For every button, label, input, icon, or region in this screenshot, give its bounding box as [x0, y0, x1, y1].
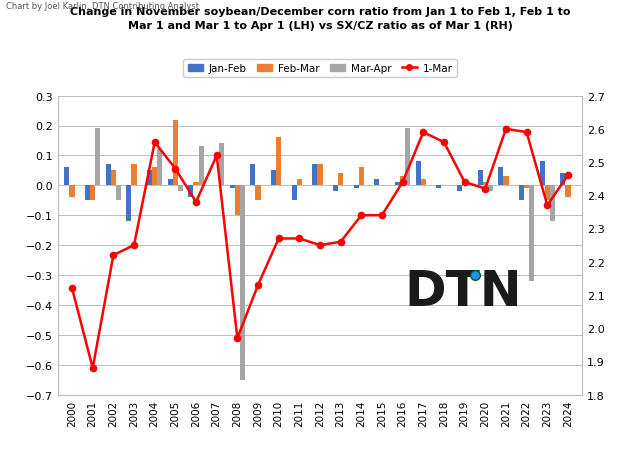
Bar — [188, 186, 193, 198]
Bar — [524, 186, 529, 189]
Bar — [545, 186, 550, 201]
Bar — [178, 186, 183, 192]
1-Mar — [502, 127, 510, 132]
1-Mar — [316, 243, 324, 248]
Bar — [483, 183, 488, 186]
Bar — [111, 171, 116, 186]
Bar — [395, 183, 400, 186]
Bar — [90, 186, 95, 201]
1-Mar — [234, 336, 241, 341]
Bar — [230, 186, 235, 189]
Bar — [157, 150, 163, 186]
1-Mar — [254, 283, 262, 288]
Bar — [250, 165, 255, 186]
1-Mar — [192, 200, 200, 205]
Bar — [550, 186, 555, 222]
Bar — [519, 186, 524, 201]
Text: Chart by Joel Karlin, DTN Contributing Analyst: Chart by Joel Karlin, DTN Contributing A… — [6, 2, 200, 11]
1-Mar — [213, 153, 221, 159]
1-Mar — [378, 213, 386, 218]
Bar — [126, 186, 131, 222]
1-Mar — [543, 203, 551, 208]
Bar — [462, 180, 467, 186]
1-Mar — [419, 130, 427, 135]
Bar — [116, 186, 121, 201]
1-Mar — [337, 240, 344, 245]
1-Mar — [109, 253, 117, 258]
Text: Mar 1 and Mar 1 to Apr 1 (LH) vs SX/CZ ratio as of Mar 1 (RH): Mar 1 and Mar 1 to Apr 1 (LH) vs SX/CZ r… — [127, 21, 513, 31]
Bar — [152, 168, 157, 186]
1-Mar — [130, 243, 138, 248]
Bar — [488, 186, 493, 192]
1-Mar — [151, 140, 159, 146]
Bar — [168, 180, 173, 186]
Bar — [85, 186, 90, 201]
Bar — [477, 171, 483, 186]
1-Mar — [399, 180, 406, 185]
Bar — [198, 147, 204, 186]
1-Mar — [481, 186, 489, 192]
Bar — [131, 165, 136, 186]
Line: 1-Mar: 1-Mar — [69, 126, 571, 371]
Bar — [565, 186, 570, 198]
Bar — [504, 177, 509, 186]
Bar — [220, 144, 225, 186]
1-Mar — [523, 130, 531, 135]
Bar — [405, 129, 410, 186]
Bar — [240, 186, 245, 380]
Text: Change in November soybean/December corn ratio from Jan 1 to Feb 1, Feb 1 to: Change in November soybean/December corn… — [70, 7, 570, 17]
Bar — [292, 186, 297, 201]
Bar — [64, 168, 70, 186]
1-Mar — [89, 365, 97, 371]
1-Mar — [358, 213, 365, 218]
1-Mar — [564, 173, 572, 179]
1-Mar — [172, 167, 179, 172]
Bar — [359, 168, 364, 186]
Bar — [255, 186, 260, 201]
Legend: Jan-Feb, Feb-Mar, Mar-Apr, 1-Mar: Jan-Feb, Feb-Mar, Mar-Apr, 1-Mar — [184, 60, 456, 78]
Bar — [529, 186, 534, 281]
Bar — [147, 171, 152, 186]
Bar — [333, 186, 338, 192]
Bar — [235, 186, 240, 216]
Bar — [95, 129, 100, 186]
Bar — [70, 186, 75, 198]
Bar — [317, 165, 323, 186]
Bar — [560, 174, 565, 186]
Bar — [173, 120, 178, 186]
Bar — [374, 180, 380, 186]
Bar — [498, 168, 504, 186]
1-Mar — [275, 236, 282, 242]
Bar — [415, 162, 420, 186]
Bar — [297, 180, 302, 186]
Bar — [312, 165, 317, 186]
Bar — [271, 171, 276, 186]
Bar — [106, 165, 111, 186]
Bar — [420, 180, 426, 186]
1-Mar — [68, 286, 76, 291]
Text: DTN: DTN — [404, 267, 522, 315]
1-Mar — [440, 140, 448, 146]
Bar — [338, 174, 343, 186]
Bar — [353, 186, 359, 189]
Bar — [400, 177, 405, 186]
Bar — [540, 162, 545, 186]
1-Mar — [461, 180, 468, 185]
1-Mar — [296, 236, 303, 242]
Bar — [436, 186, 442, 189]
Bar — [457, 186, 462, 192]
Bar — [193, 183, 198, 186]
Bar — [276, 138, 281, 186]
